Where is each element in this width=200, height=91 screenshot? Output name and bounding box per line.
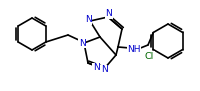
Text: N: N xyxy=(85,15,91,24)
Text: NH: NH xyxy=(127,44,141,54)
Text: N: N xyxy=(106,9,112,18)
Text: N: N xyxy=(93,64,99,73)
Text: N: N xyxy=(101,66,107,75)
Text: N: N xyxy=(79,38,85,48)
Text: Cl: Cl xyxy=(145,52,154,61)
